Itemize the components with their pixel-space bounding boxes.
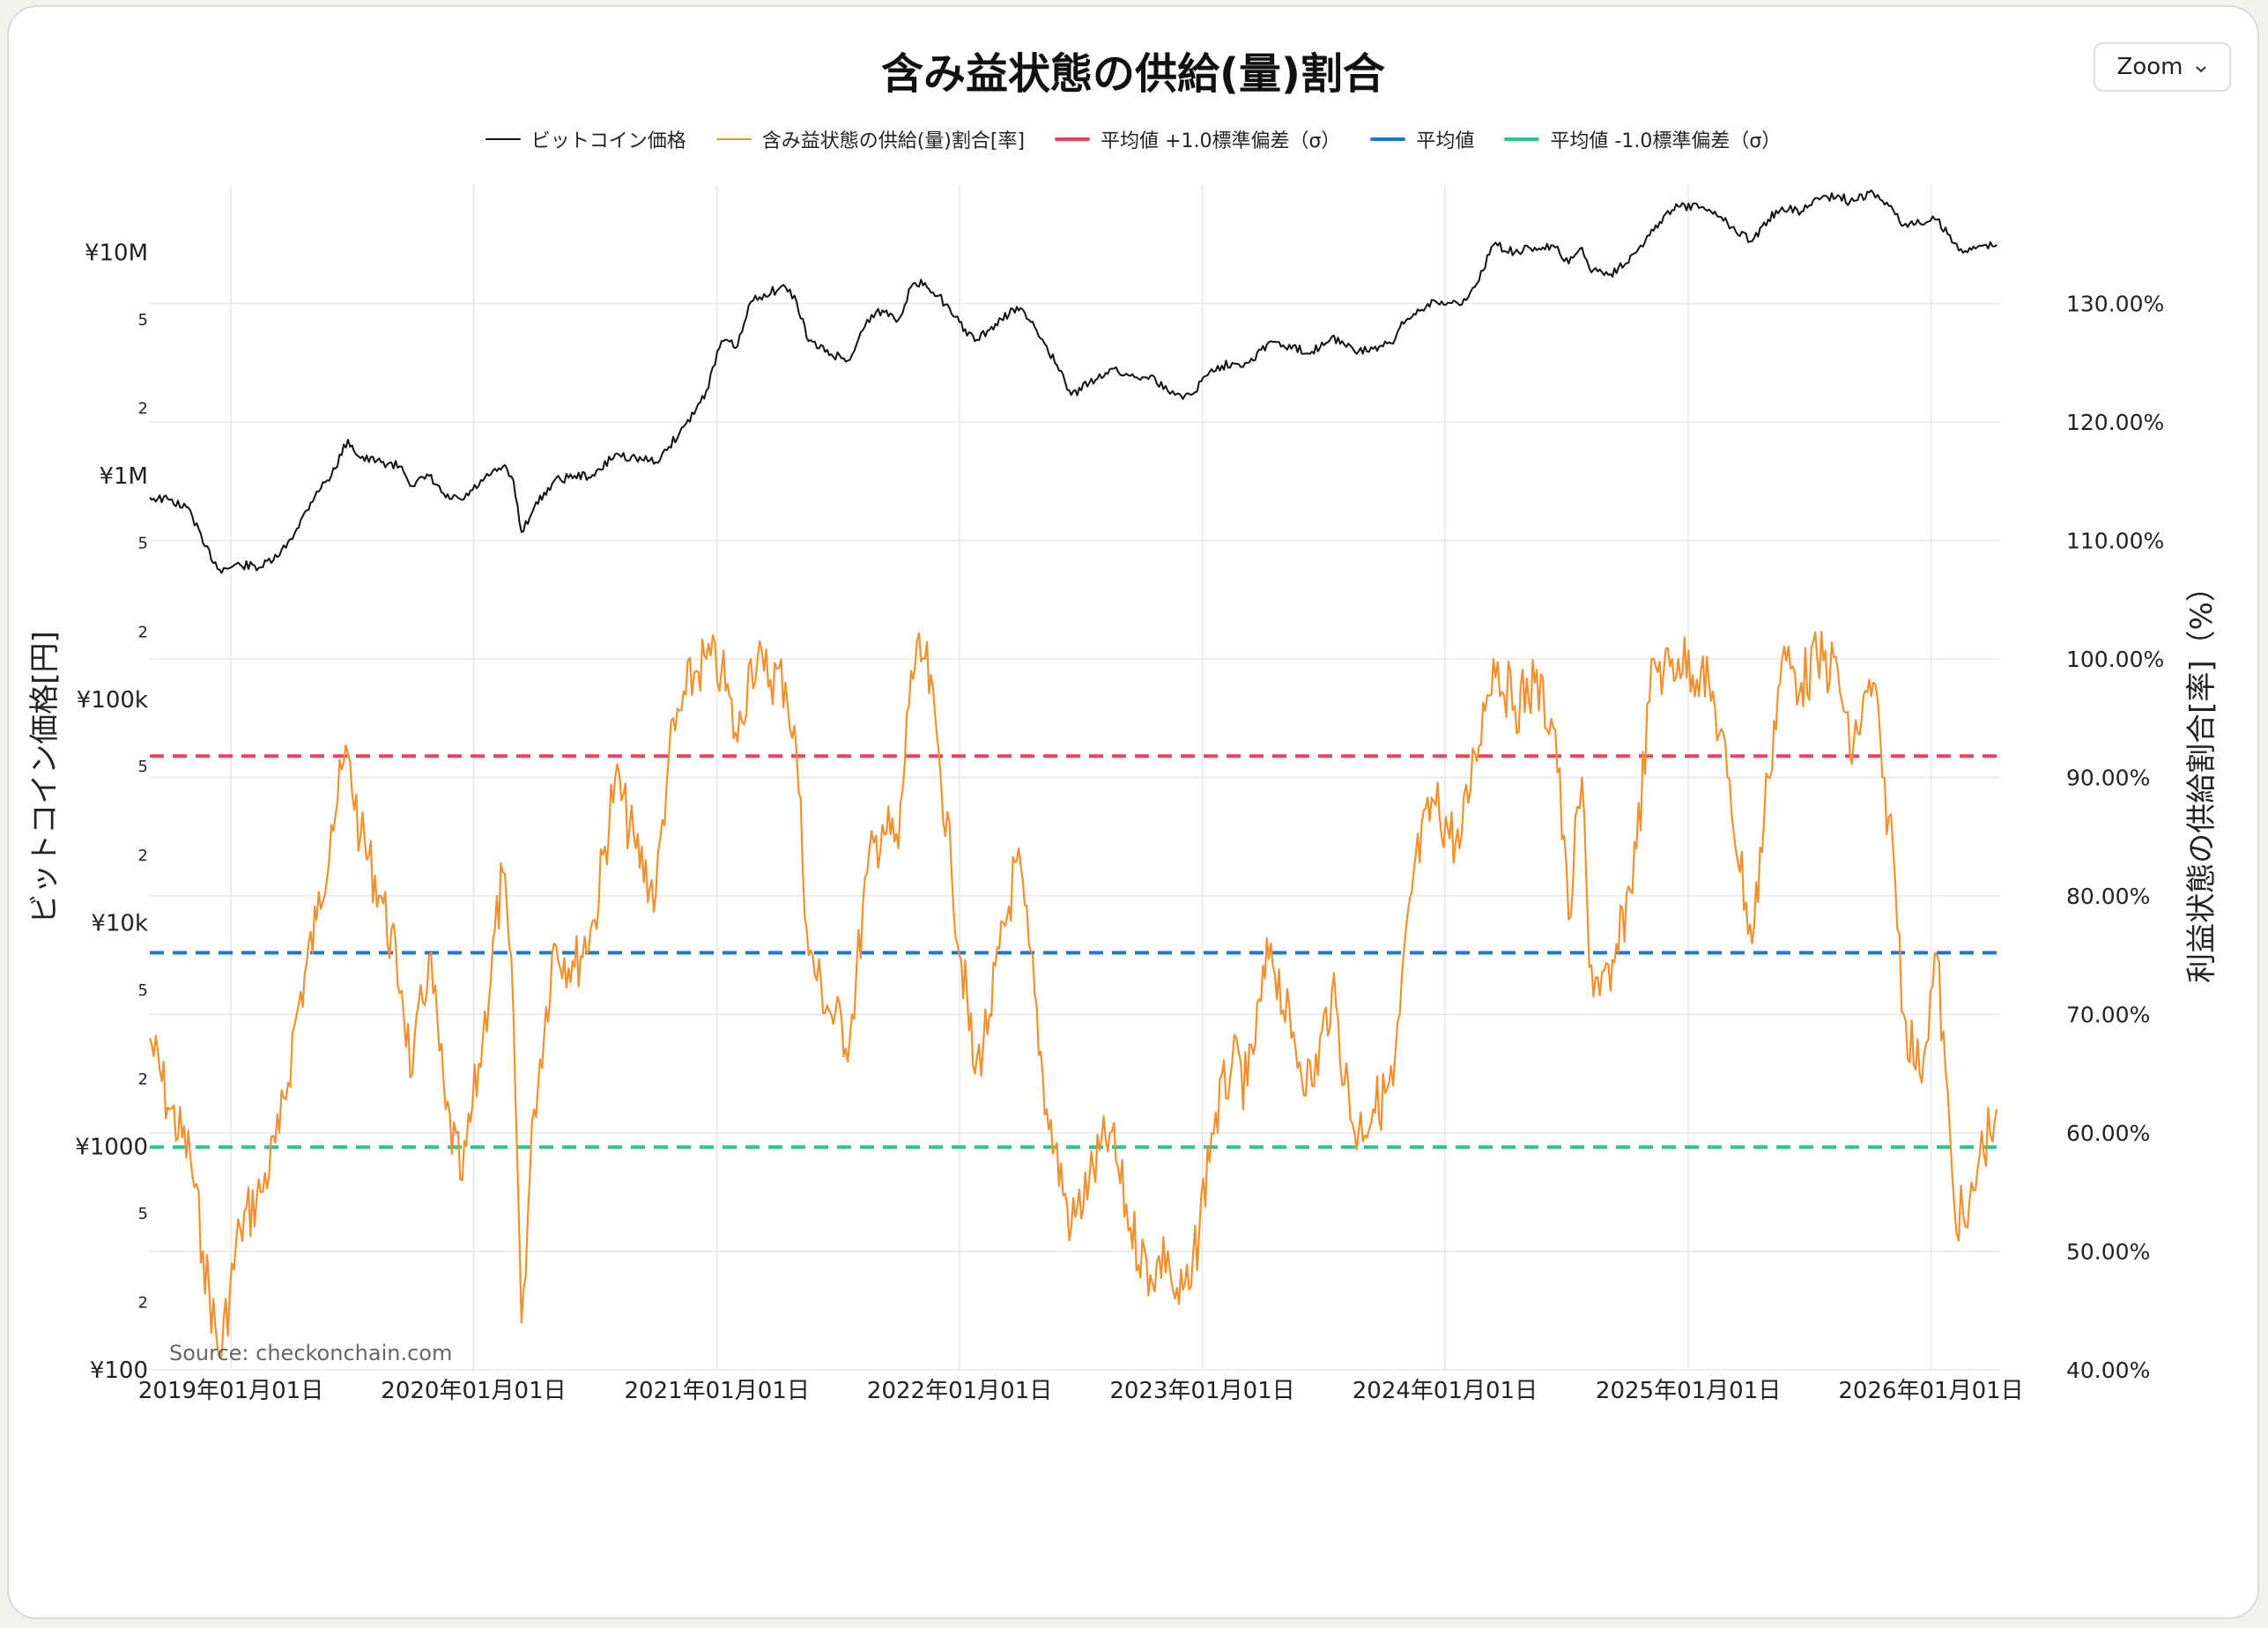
y-right-tick-label: 120.00% xyxy=(2066,410,2164,435)
y-left-minor-tick-label: 2 xyxy=(138,847,148,865)
chevron-down-icon xyxy=(2195,54,2207,80)
legend-item[interactable]: 平均値 -1.0標準偏差（σ） xyxy=(1504,125,1781,153)
zoom-label: Zoom xyxy=(2116,54,2183,80)
legend-label: ビットコイン価格 xyxy=(530,130,686,152)
y-right-tick-label: 80.00% xyxy=(2066,884,2150,909)
y-left-tick-label: ¥1000 xyxy=(75,1134,148,1160)
y-left-minor-tick-label: 5 xyxy=(138,1205,148,1224)
x-tick-label: 2019年01月01日 xyxy=(138,1378,323,1404)
y-left-minor-tick-label: 5 xyxy=(138,758,148,776)
legend-label: 平均値 +1.0標準偏差（σ） xyxy=(1101,130,1341,152)
legend-swatch xyxy=(1504,137,1540,141)
legend-item[interactable]: ビットコイン価格 xyxy=(485,125,686,153)
legend-item[interactable]: 含み益状態の供給(量)割合[率] xyxy=(715,125,1026,153)
y-left-tick-label: ¥100 xyxy=(90,1358,148,1384)
x-tick-label: 2026年01月01日 xyxy=(1838,1378,2023,1404)
x-tick-label: 2020年01月01日 xyxy=(381,1378,566,1404)
y-right-tick-label: 100.00% xyxy=(2066,647,2164,672)
x-tick-label: 2022年01月01日 xyxy=(867,1378,1052,1404)
y-left-minor-tick-label: 5 xyxy=(138,534,148,552)
y-left-minor-tick-label: 2 xyxy=(138,400,148,418)
y-left-minor-tick-label: 5 xyxy=(138,311,148,329)
y-left-minor-tick-label: 2 xyxy=(138,1070,148,1089)
legend-label: 含み益状態の供給(量)割合[率] xyxy=(761,130,1026,152)
y-left-minor-tick-label: 5 xyxy=(138,981,148,1000)
y-left-tick-label: ¥1M xyxy=(99,463,148,490)
y-right-tick-label: 110.00% xyxy=(2066,529,2164,554)
y-left-minor-tick-label: 2 xyxy=(138,1294,148,1313)
legend-label: 平均値 xyxy=(1416,130,1475,152)
y-left-tick-label: ¥100k xyxy=(77,687,148,714)
y-left-tick-label: ¥10M xyxy=(85,240,148,266)
legend-item[interactable]: 平均値 +1.0標準偏差（σ） xyxy=(1055,125,1340,153)
y-right-tick-label: 90.00% xyxy=(2066,766,2150,791)
y-right-tick-label: 60.00% xyxy=(2066,1121,2150,1146)
chart-title: 含み益状態の供給(量)割合 xyxy=(881,49,1385,99)
legend-swatch xyxy=(715,138,752,140)
y-right-axis-title: 利益状態の供給割合[率]（%） xyxy=(2184,572,2220,983)
legend-label: 平均値 -1.0標準偏差（σ） xyxy=(1550,130,1782,152)
legend-swatch xyxy=(1055,137,1091,141)
y-right-tick-label: 70.00% xyxy=(2066,1003,2150,1028)
y-right-tick-label: 50.00% xyxy=(2066,1240,2150,1265)
x-tick-label: 2024年01月01日 xyxy=(1353,1378,1538,1404)
y-left-minor-tick-label: 2 xyxy=(138,623,148,641)
y-left-axis-title: ビットコイン価格[円] xyxy=(27,631,63,924)
chart-legend: ビットコイン価格 含み益状態の供給(量)割合[率] 平均値 +1.0標準偏差（σ） 平… xyxy=(9,125,2257,153)
source-annotation: Source: checkonchain.com xyxy=(169,1341,452,1365)
x-tick-label: 2023年01月01日 xyxy=(1109,1378,1294,1404)
y-right-tick-label: 130.00% xyxy=(2066,292,2164,317)
bitcoin-price-line xyxy=(149,189,1997,574)
chart-card: 含み益状態の供給(量)割合 Zoom ビットコイン価格 含み益状態の供給(量)割合… xyxy=(7,5,2259,1619)
y-right-tick-label: 40.00% xyxy=(2066,1358,2150,1383)
legend-swatch xyxy=(1370,137,1406,141)
zoom-dropdown[interactable]: Zoom xyxy=(2094,42,2231,92)
y-left-tick-label: ¥10k xyxy=(91,911,148,937)
x-tick-label: 2021年01月01日 xyxy=(624,1378,809,1404)
x-tick-label: 2025年01月01日 xyxy=(1596,1378,1781,1404)
legend-item[interactable]: 平均値 xyxy=(1370,125,1474,153)
legend-swatch xyxy=(485,138,521,140)
supply-in-profit-line xyxy=(148,631,1998,1359)
